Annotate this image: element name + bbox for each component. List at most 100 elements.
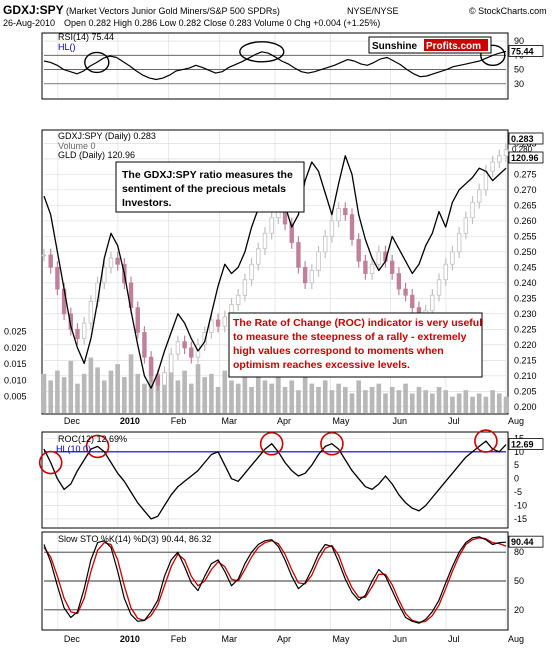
price-last-gld: 120.96 [511, 153, 539, 163]
price-candle-body [369, 263, 375, 274]
price-candle-body [235, 294, 241, 305]
price-candle-body [450, 251, 455, 265]
chart-quote: Open 0.282 High 0.286 Low 0.282 Close 0.… [64, 18, 380, 28]
volume-bar [316, 386, 321, 413]
rsi-title: RSI(14) 75.44 [58, 32, 114, 42]
stoch-xtick-label: Mar [222, 634, 238, 644]
volume-bar [188, 383, 194, 413]
price-candle-body [242, 279, 248, 296]
price-ytick-label: 0.225 [514, 324, 537, 334]
volume-bar [122, 377, 127, 413]
volume-bar [363, 390, 368, 413]
price-ytick-label: 0.235 [514, 293, 537, 303]
price-candle-body [142, 332, 147, 358]
volume-bar [128, 354, 134, 413]
price-candle-body [403, 288, 408, 296]
rsi-ytick-label: 50 [514, 65, 524, 75]
volume-bar [503, 396, 509, 413]
price-candle-body [169, 353, 174, 374]
volume-bar [75, 383, 80, 413]
price-candle-body [456, 232, 462, 253]
price-candle-body [68, 313, 73, 330]
chart-credit: © StockCharts.com [469, 6, 547, 16]
volume-bar [202, 377, 208, 413]
volume-bar [342, 386, 348, 413]
price-candle-body [336, 208, 341, 222]
volume-bar [443, 390, 449, 413]
rsi-hl-label: HL() [58, 42, 76, 52]
volume-bar [483, 396, 489, 413]
price-last-ratio: 0.283 [511, 134, 534, 144]
price-ytick-label: 0.250 [514, 247, 537, 257]
stoch-xtick-label: Jun [393, 634, 408, 644]
price-candle-body [329, 220, 335, 237]
roc-line [43, 440, 507, 520]
price-candle-body [41, 254, 47, 257]
stoch-xtick-label: Dec [64, 634, 81, 644]
price-candle-body [436, 279, 442, 296]
price-ytick-label: 0.255 [514, 231, 537, 241]
volume-bar [182, 370, 187, 413]
stoch-last-value: 90.44 [511, 537, 534, 547]
volume-bar [463, 390, 469, 413]
rsi-ytick-label: 90 [514, 36, 524, 46]
volume-bar [61, 377, 67, 413]
price-legend-ratio: GDXJ:SPY (Daily) 0.283 [58, 131, 156, 141]
price-candle-body [410, 294, 415, 309]
stoch-xtick-label: Apr [277, 634, 291, 644]
price-xtick-label: 2010 [120, 416, 140, 426]
volume-bar [409, 393, 415, 413]
price-candle-body [430, 294, 435, 312]
price-ytick-label: 0.275 [514, 169, 537, 179]
volume-ytick-label: 0.025 [4, 327, 27, 337]
volume-bar [450, 396, 455, 413]
volume-bar [302, 377, 308, 413]
volume-bar [423, 390, 428, 413]
price-candle-body [477, 189, 482, 203]
price-candle-body [182, 341, 187, 349]
volume-bar [175, 380, 181, 413]
roc-ytick-label: -10 [514, 501, 527, 511]
volume-bar [41, 373, 47, 413]
price-ytick-label: 0.245 [514, 262, 537, 272]
volume-bar [222, 370, 228, 413]
volume-ytick-label: 0.010 [4, 375, 27, 385]
price-candle-body [463, 217, 469, 234]
roc-title: ROC(12) 12.69% [58, 434, 127, 444]
price-legend-gld: GLD (Daily) 120.96 [58, 150, 135, 160]
ratio-annotation: The GDXJ:SPY ratio measures the sentimen… [115, 161, 305, 213]
volume-bar [162, 377, 167, 413]
price-candle-body [175, 341, 181, 355]
volume-bar [209, 373, 214, 413]
stoch-xtick-label: Aug [508, 634, 524, 644]
price-candle-body [75, 328, 80, 340]
price-candle-body [256, 248, 261, 265]
price-candle-body [389, 260, 395, 274]
price-last-alt: 0.280 [512, 145, 533, 154]
volume-bar [436, 386, 442, 413]
stoch-xtick-label: Jul [448, 634, 460, 644]
roc-ytick-label: 10 [514, 447, 524, 457]
stoch-ytick-label: 80 [514, 547, 524, 557]
logo-text-left: Sunshine [372, 41, 417, 52]
stoch-xtick-label: 2010 [120, 634, 140, 644]
price-candle-body [155, 375, 161, 386]
roc-ytick-label: 5 [514, 460, 519, 470]
volume-bar [403, 383, 408, 413]
roc-ytick-label: -15 [514, 514, 527, 524]
price-candle-body [396, 273, 402, 290]
volume-bar [289, 380, 295, 413]
price-candle-body [343, 208, 348, 216]
price-ytick-label: 0.215 [514, 355, 537, 365]
price-candle-body [148, 356, 154, 377]
chart-symbol: GDXJ:SPY [3, 3, 64, 17]
volume-bar [490, 390, 495, 413]
price-legend-volume: Volume 0 [58, 141, 96, 151]
price-candle-body [309, 270, 315, 284]
volume-bar [88, 357, 94, 413]
volume-bar [329, 390, 335, 413]
volume-bar [336, 383, 341, 413]
rsi-last-value: 75.44 [511, 46, 534, 56]
volume-bar [276, 373, 281, 413]
